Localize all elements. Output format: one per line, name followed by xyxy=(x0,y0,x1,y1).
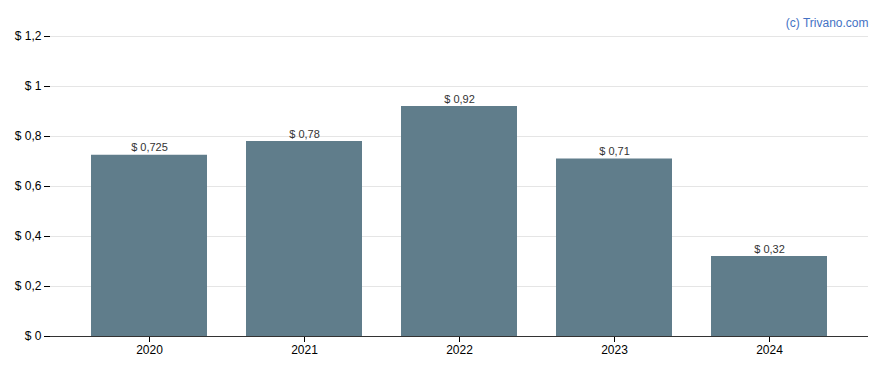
svg-text:$ 0,32: $ 0,32 xyxy=(754,243,785,255)
svg-text:2022: 2022 xyxy=(446,343,473,357)
svg-text:$ 0,4: $ 0,4 xyxy=(15,229,42,243)
svg-text:$ 0,2: $ 0,2 xyxy=(15,279,42,293)
svg-text:2020: 2020 xyxy=(136,343,163,357)
svg-text:$ 1: $ 1 xyxy=(25,79,42,93)
svg-text:$ 0,78: $ 0,78 xyxy=(289,128,320,140)
svg-text:$ 0,71: $ 0,71 xyxy=(599,145,630,157)
svg-text:2024: 2024 xyxy=(756,343,783,357)
svg-text:$ 0,8: $ 0,8 xyxy=(15,129,42,143)
svg-text:$ 0,725: $ 0,725 xyxy=(131,141,168,153)
svg-text:$ 0,6: $ 0,6 xyxy=(15,179,42,193)
svg-text:$ 0: $ 0 xyxy=(25,329,42,343)
svg-text:2021: 2021 xyxy=(291,343,318,357)
svg-text:$ 0,92: $ 0,92 xyxy=(444,93,475,105)
svg-text:(c) Trivano.com: (c) Trivano.com xyxy=(786,16,869,30)
svg-text:2023: 2023 xyxy=(601,343,628,357)
svg-text:$ 1,2: $ 1,2 xyxy=(15,29,42,43)
